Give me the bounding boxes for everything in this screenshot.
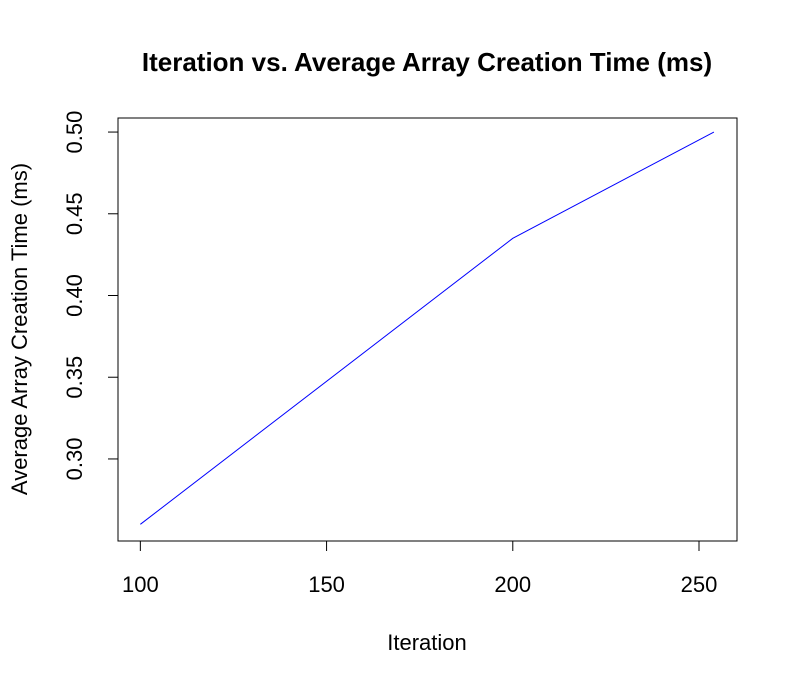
y-axis-label: Average Array Creation Time (ms) bbox=[7, 163, 32, 495]
x-tick-label: 100 bbox=[122, 572, 159, 597]
y-axis: 0.30 0.35 0.40 0.45 0.50 bbox=[62, 111, 119, 481]
chart-title: Iteration vs. Average Array Creation Tim… bbox=[142, 47, 712, 77]
y-tick-label: 0.35 bbox=[62, 356, 87, 399]
x-axis-label: Iteration bbox=[387, 630, 467, 655]
series-line bbox=[140, 131, 715, 525]
x-axis: 100 150 200 250 bbox=[122, 540, 718, 597]
y-tick-label: 0.50 bbox=[62, 111, 87, 154]
x-tick-label: 150 bbox=[308, 572, 345, 597]
series-layer bbox=[140, 131, 715, 525]
y-tick-label: 0.45 bbox=[62, 192, 87, 235]
y-tick-label: 0.40 bbox=[62, 274, 87, 317]
x-tick-label: 200 bbox=[494, 572, 531, 597]
y-tick-label: 0.30 bbox=[62, 438, 87, 481]
x-tick-label: 250 bbox=[681, 572, 718, 597]
plot-frame bbox=[117, 117, 738, 542]
